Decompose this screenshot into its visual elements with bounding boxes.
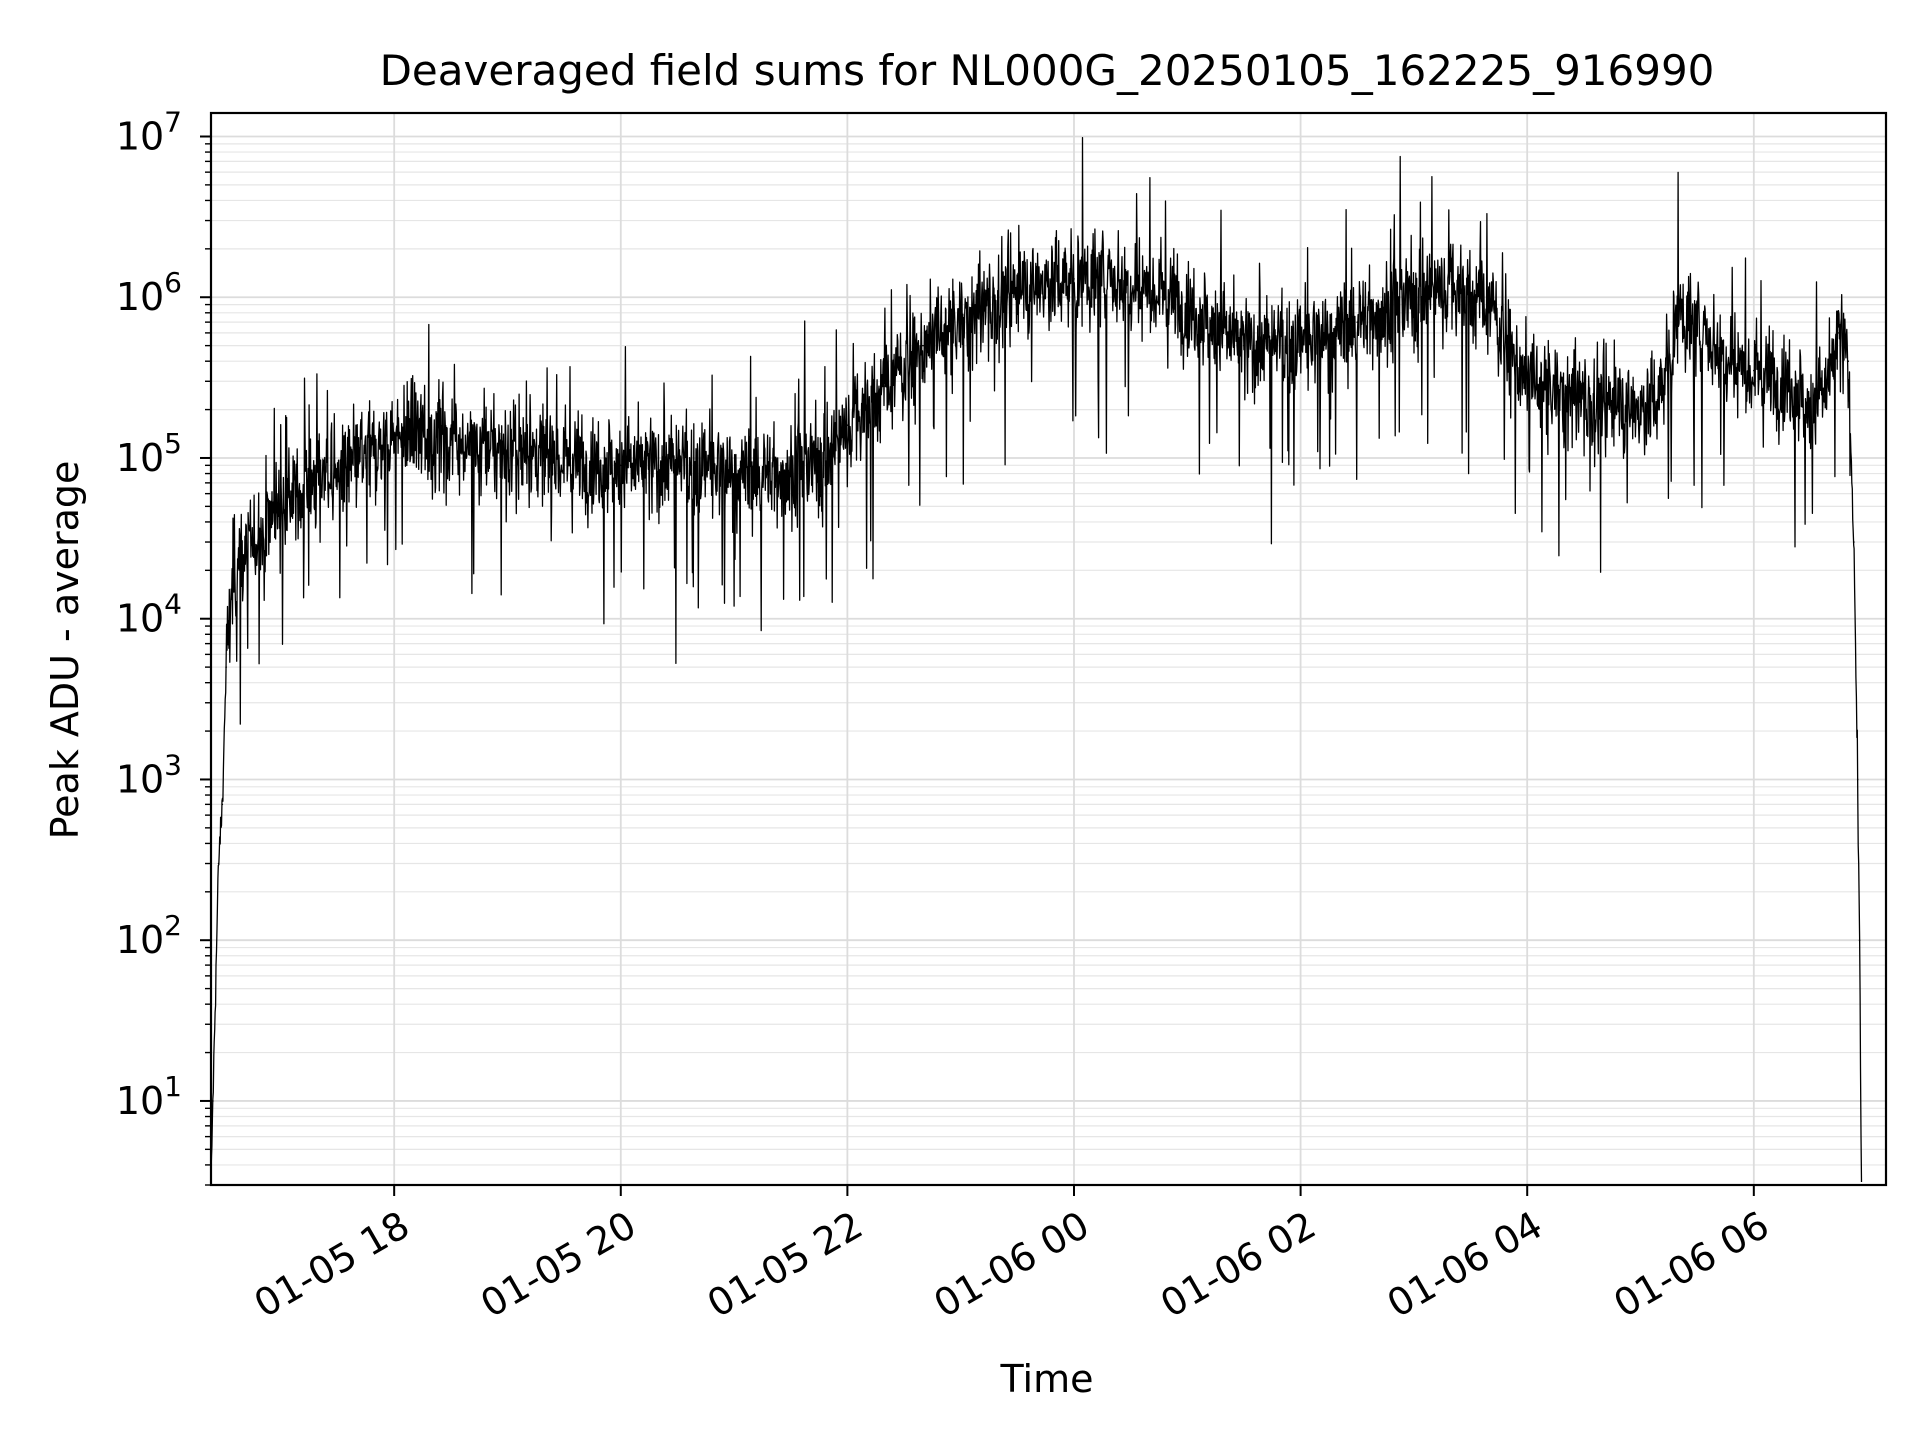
data-point bbox=[1715, 344, 1717, 347]
data-point bbox=[1450, 283, 1453, 286]
data-point bbox=[1488, 303, 1491, 306]
data-point bbox=[1753, 369, 1755, 372]
data-point bbox=[1858, 939, 1861, 942]
data-point bbox=[232, 569, 235, 572]
data-point bbox=[280, 498, 282, 501]
data-point bbox=[261, 530, 263, 533]
data-point bbox=[1148, 283, 1151, 286]
data-point bbox=[242, 553, 244, 556]
series-layer bbox=[210, 136, 1863, 1186]
data-point bbox=[827, 457, 830, 459]
data-point bbox=[563, 457, 565, 459]
data-point bbox=[1601, 402, 1604, 404]
data-point bbox=[997, 296, 1000, 299]
data-point bbox=[212, 1100, 214, 1102]
y-tick-label: 105 bbox=[116, 427, 182, 480]
data-point bbox=[450, 438, 452, 441]
data-point bbox=[1837, 332, 1840, 334]
data-point bbox=[1856, 778, 1859, 781]
grid-lines bbox=[211, 113, 1886, 1186]
y-tick-label: 101 bbox=[116, 1070, 182, 1123]
data-point bbox=[225, 666, 227, 668]
y-tick-label: 106 bbox=[116, 266, 182, 319]
data-point bbox=[619, 464, 622, 467]
data-point bbox=[1790, 380, 1793, 383]
y-axis-label: Peak ADU - average bbox=[43, 461, 87, 840]
chart-title: Deaveraged field sums for NL000G_2025010… bbox=[380, 46, 1715, 95]
tick-marks bbox=[200, 135, 1755, 1196]
data-point bbox=[959, 321, 962, 323]
data-point bbox=[393, 433, 395, 436]
data-point bbox=[676, 464, 679, 467]
y-tick-label: 102 bbox=[116, 909, 182, 962]
x-axis-label: Time bbox=[1000, 1357, 1094, 1401]
data-point bbox=[1186, 303, 1189, 306]
data-point bbox=[217, 862, 220, 865]
data-point bbox=[336, 472, 339, 475]
data-point bbox=[1847, 360, 1850, 362]
data-point bbox=[1853, 541, 1855, 543]
data-point bbox=[1356, 321, 1359, 323]
data-point bbox=[884, 385, 886, 387]
data-point bbox=[1677, 312, 1680, 314]
data-point bbox=[1828, 380, 1831, 383]
data-point bbox=[1658, 396, 1661, 398]
y-tick-label: 104 bbox=[116, 588, 182, 641]
data-point bbox=[1413, 296, 1415, 299]
data-point bbox=[365, 457, 367, 459]
data-point bbox=[1299, 344, 1302, 347]
data-point bbox=[1035, 283, 1038, 286]
series-line-0 bbox=[210, 136, 1863, 1183]
data-point bbox=[1526, 380, 1529, 383]
data-point bbox=[846, 424, 849, 426]
data-point bbox=[506, 450, 509, 453]
minor-grid-lines bbox=[211, 143, 1886, 1186]
data-point bbox=[1809, 408, 1812, 411]
data-point bbox=[1639, 408, 1642, 411]
data-point bbox=[922, 344, 924, 347]
data-point bbox=[1110, 278, 1113, 280]
data-point bbox=[308, 482, 310, 484]
data-point bbox=[221, 803, 224, 806]
data-point bbox=[1564, 393, 1566, 395]
plot-frame bbox=[209, 111, 1888, 1187]
data-point bbox=[789, 472, 792, 475]
data-point bbox=[1073, 278, 1075, 280]
data-point bbox=[733, 472, 735, 475]
data-point bbox=[1243, 344, 1245, 347]
y-tick-label: 107 bbox=[116, 105, 182, 158]
y-tick-label: 103 bbox=[116, 748, 182, 801]
